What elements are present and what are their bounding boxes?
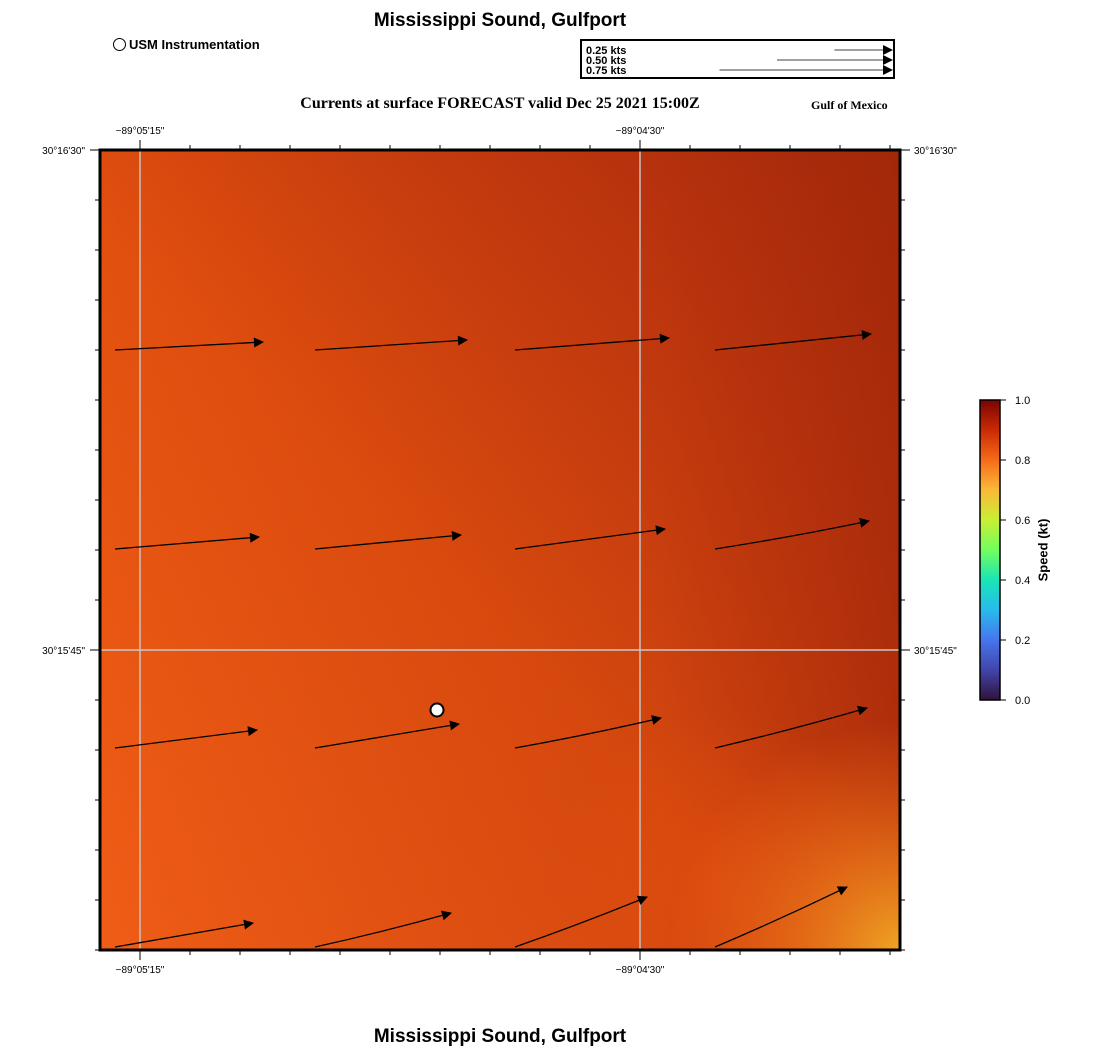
map-title: Mississippi Sound, Gulfport bbox=[373, 10, 627, 31]
station-marker-icon bbox=[113, 38, 126, 51]
current-vector-arrow bbox=[714, 886, 848, 948]
lon-label-bottom-1: −89°05'15" bbox=[116, 965, 165, 976]
lat-label-left-2: 30°15'45" bbox=[42, 646, 85, 657]
frame-ticks bbox=[90, 140, 910, 960]
map-footer-title: Mississippi Sound, Gulfport bbox=[373, 1026, 627, 1047]
lat-label-right-2: 30°15'45" bbox=[914, 646, 957, 657]
current-vectors bbox=[114, 329, 872, 948]
colorbar-label: Speed (kt) bbox=[1035, 518, 1051, 582]
current-vector-arrow bbox=[514, 715, 662, 749]
colorbar-tick-3: 0.6 bbox=[1015, 515, 1030, 527]
vector-scale-legend: 0.25 kts 0.50 kts 0.75 kts bbox=[580, 39, 895, 79]
current-vector-arrow bbox=[714, 517, 870, 550]
speed-field bbox=[100, 150, 900, 950]
lat-label-right-1: 30°16'30" bbox=[914, 146, 957, 157]
colorbar-tick-4: 0.8 bbox=[1015, 455, 1030, 467]
station-legend-label: USM Instrumentation bbox=[129, 37, 260, 52]
lon-label-top-2: −89°04'30" bbox=[616, 126, 665, 137]
colorbar-tick-0: 0.0 bbox=[1015, 695, 1030, 707]
current-vector-arrow bbox=[114, 337, 264, 351]
lon-label-bottom-2: −89°04'30" bbox=[616, 965, 665, 976]
graticule bbox=[100, 150, 900, 950]
current-vector-arrow bbox=[314, 720, 460, 749]
current-vector-arrow bbox=[514, 333, 670, 351]
current-vector-arrow bbox=[314, 530, 462, 550]
colorbar-tick-5: 1.0 bbox=[1015, 395, 1030, 407]
colorbar-tick-2: 0.4 bbox=[1015, 575, 1030, 587]
scale-label-075: 0.75 kts bbox=[586, 65, 626, 77]
current-vector-arrow bbox=[514, 525, 666, 550]
forecast-subtitle: Currents at surface FORECAST valid Dec 2… bbox=[300, 95, 700, 112]
current-vector-arrow bbox=[314, 910, 452, 948]
current-vector-arrow bbox=[114, 726, 258, 749]
usm-station-marker[interactable] bbox=[429, 702, 445, 718]
current-vector-arrow bbox=[114, 532, 260, 550]
current-vector-arrow bbox=[514, 895, 648, 948]
current-vector-arrow bbox=[314, 335, 468, 351]
speed-colorbar: 0.0 0.2 0.4 0.6 0.8 1.0 bbox=[979, 395, 1030, 707]
scale-label-050: 0.50 kts bbox=[586, 55, 626, 67]
region-label: Gulf of Mexico bbox=[811, 98, 888, 112]
current-vector-arrow bbox=[114, 919, 254, 948]
colorbar-tick-1: 0.2 bbox=[1015, 635, 1030, 647]
lat-label-left-1: 30°16'30" bbox=[42, 146, 85, 157]
station-legend: USM Instrumentation bbox=[113, 37, 260, 52]
current-vector-arrow bbox=[714, 329, 872, 351]
lon-label-top-1: −89°05'15" bbox=[116, 126, 165, 137]
scale-label-025: 0.25 kts bbox=[586, 45, 626, 57]
current-vector-arrow bbox=[714, 705, 868, 749]
